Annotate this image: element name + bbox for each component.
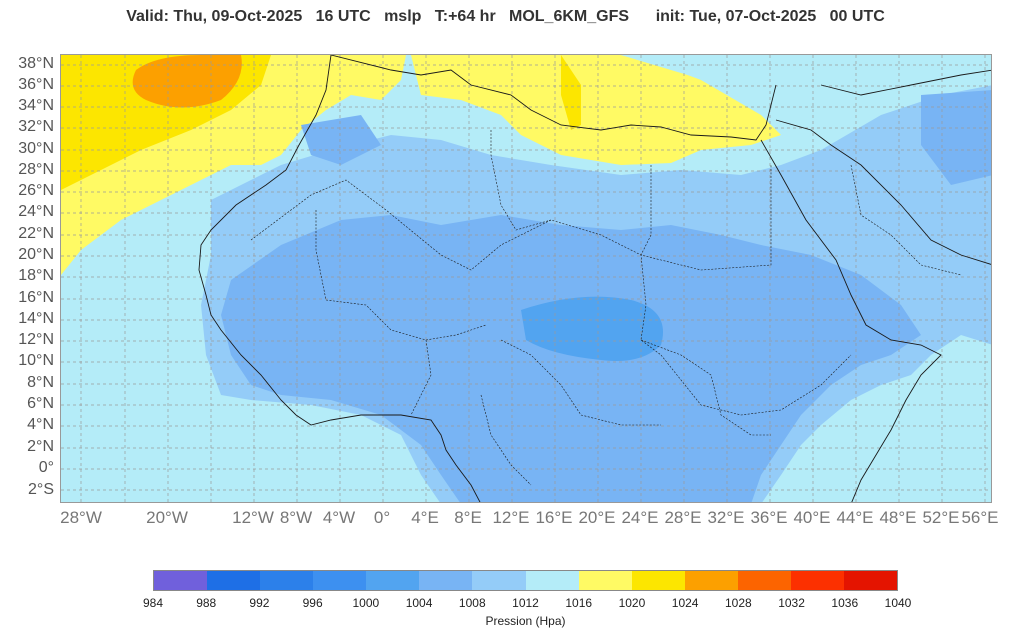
colorbar-segment: [260, 571, 314, 590]
lat-label: 16°N: [18, 289, 54, 306]
lon-label: 12°E: [492, 508, 530, 527]
lon-label: 40°E: [793, 508, 831, 527]
pressure-colorbar: [153, 570, 898, 591]
colorbar-tick-label: 1008: [458, 596, 486, 610]
pressure-field-1016-med: [411, 55, 781, 165]
lat-label: 2°N: [27, 438, 54, 455]
lat-label: 22°N: [18, 225, 54, 242]
colorbar-tick-label: 1000: [352, 596, 380, 610]
lat-label: 6°N: [27, 395, 54, 412]
lat-label: 28°N: [18, 161, 54, 178]
lat-label: 10°N: [18, 352, 54, 369]
lat-label: 32°N: [18, 118, 54, 135]
lat-label: 8°N: [27, 374, 54, 391]
colorbar-segment: [578, 571, 632, 590]
colorbar-segment: [313, 571, 367, 590]
lat-label: 0°: [38, 459, 54, 476]
colorbar-segment: [472, 571, 526, 590]
lat-label: 34°N: [18, 97, 54, 114]
pressure-field-1012-east-med: [621, 55, 821, 115]
colorbar-tick-label: 1028: [724, 596, 752, 610]
lat-label: 2°S: [28, 481, 54, 498]
lat-label: 4°N: [27, 416, 54, 433]
lon-label: 52°E: [922, 508, 960, 527]
lon-label: 28°W: [60, 508, 102, 527]
colorbar-tick-label: 1020: [618, 596, 646, 610]
colorbar-segment: [525, 571, 579, 590]
colorbar-segment: [844, 571, 898, 590]
lat-label: 36°N: [18, 76, 54, 93]
colorbar-segment: [366, 571, 420, 590]
coastlines: [198, 55, 991, 502]
lat-label: 38°N: [18, 55, 54, 72]
lon-label: 16°E: [535, 508, 573, 527]
colorbar-segment: [419, 571, 473, 590]
colorbar-tick-label: 1040: [884, 596, 912, 610]
lat-label: 14°N: [18, 310, 54, 327]
colorbar-tick-label: 1016: [565, 596, 593, 610]
lon-label: 28°E: [664, 508, 702, 527]
lon-label: 24°E: [621, 508, 659, 527]
colorbar-tick-label: 984: [142, 596, 164, 610]
lon-label: 4°W: [322, 508, 356, 527]
lat-label: 30°N: [18, 140, 54, 157]
lon-label: 12°W: [232, 508, 274, 527]
pressure-field-1020-libya: [561, 55, 581, 130]
lon-label: 32°E: [707, 508, 745, 527]
colorbar-segment: [207, 571, 261, 590]
colorbar-tick-label: 1004: [405, 596, 433, 610]
lon-label: 0°: [373, 508, 391, 527]
map-gridlines: [61, 55, 991, 502]
colorbar-tick-label: 992: [249, 596, 270, 610]
lon-label: 20°E: [578, 508, 616, 527]
lat-label: 20°N: [18, 246, 54, 263]
lon-label: 8°E: [454, 508, 482, 527]
pressure-field-1004-iran: [921, 90, 991, 185]
colorbar-segment: [737, 571, 791, 590]
map-title: Valid: Thu, 09-Oct-2025 16 UTC mslp T:+6…: [126, 8, 885, 25]
colorbar-label: Pression (Hpa): [485, 614, 566, 628]
colorbar-segment: [631, 571, 685, 590]
pressure-map-canvas: [61, 55, 991, 502]
lat-label: 18°N: [18, 267, 54, 284]
pressure-field-1004: [221, 215, 921, 502]
colorbar-tick-label: 1032: [778, 596, 805, 610]
pressure-map[interactable]: [60, 54, 992, 503]
colorbar-segment: [154, 571, 208, 590]
lat-label: 26°N: [18, 182, 54, 199]
lon-label: 8°W: [279, 508, 313, 527]
pressure-field-1004-morocco: [301, 115, 381, 165]
lon-label: 4°E: [411, 508, 439, 527]
lon-label: 48°E: [879, 508, 917, 527]
pressure-field-1024: [132, 55, 242, 108]
lon-label: 56°E: [961, 508, 999, 527]
colorbar-tick-label: 988: [196, 596, 217, 610]
colorbar-tick-label: 996: [302, 596, 323, 610]
country-borders: [250, 130, 962, 486]
colorbar-tick-label: 1036: [831, 596, 859, 610]
colorbar-segment: [684, 571, 738, 590]
lon-label: 20°W: [146, 508, 188, 527]
colorbar-tick-label: 1024: [671, 596, 699, 610]
lon-label: 36°E: [750, 508, 788, 527]
lon-label: 44°E: [836, 508, 874, 527]
colorbar-segment: [790, 571, 845, 590]
pressure-field-1000: [521, 296, 663, 361]
colorbar-tick-label: 1012: [512, 596, 539, 610]
lat-label: 12°N: [18, 331, 54, 348]
lat-label: 24°N: [18, 203, 54, 220]
